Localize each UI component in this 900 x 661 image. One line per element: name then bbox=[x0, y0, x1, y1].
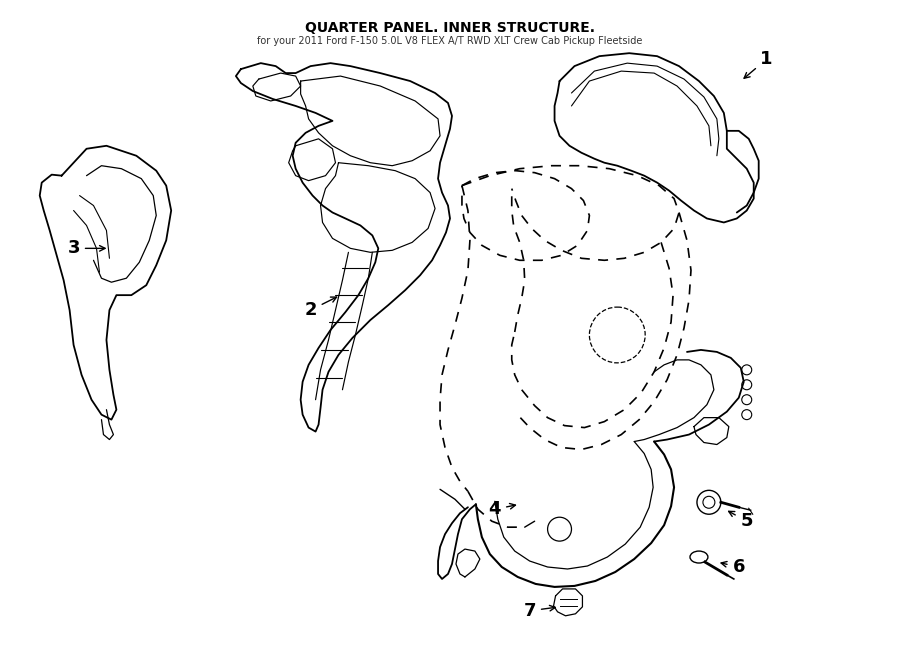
Text: 3: 3 bbox=[68, 239, 105, 257]
Text: QUARTER PANEL. INNER STRUCTURE.: QUARTER PANEL. INNER STRUCTURE. bbox=[305, 21, 595, 35]
Text: for your 2011 Ford F-150 5.0L V8 FLEX A/T RWD XLT Crew Cab Pickup Fleetside: for your 2011 Ford F-150 5.0L V8 FLEX A/… bbox=[257, 36, 643, 46]
Text: 4: 4 bbox=[489, 500, 516, 518]
Text: 6: 6 bbox=[721, 558, 745, 576]
Text: 7: 7 bbox=[524, 602, 555, 620]
Text: 1: 1 bbox=[744, 50, 773, 78]
Text: 5: 5 bbox=[729, 512, 753, 530]
Text: 2: 2 bbox=[304, 297, 337, 319]
